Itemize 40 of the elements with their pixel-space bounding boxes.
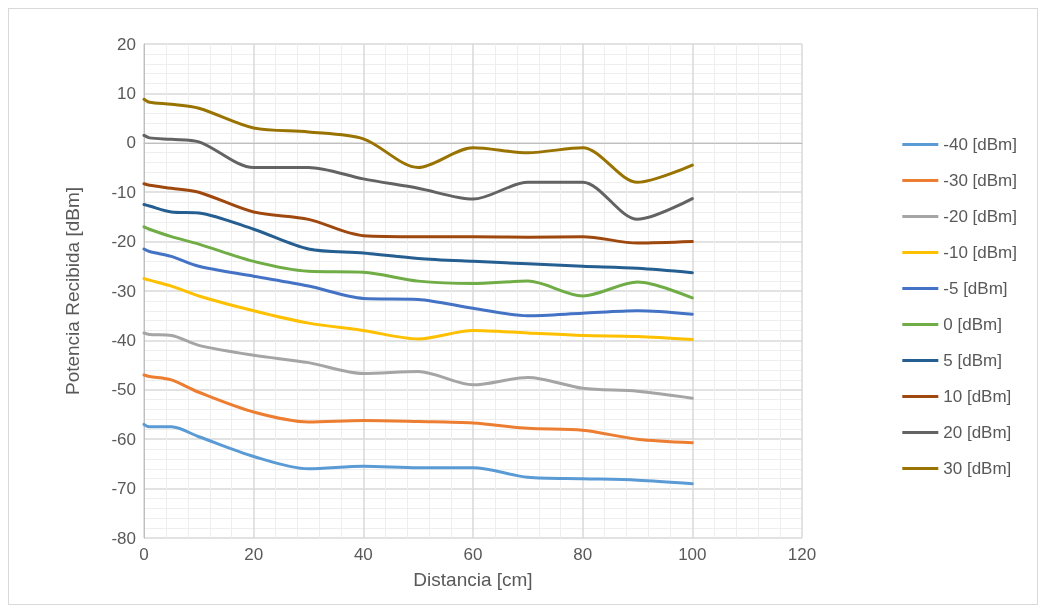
line-series [142, 225, 694, 300]
line-series [142, 182, 694, 245]
x-tick-label: 100 [678, 545, 707, 564]
line-series [142, 331, 694, 400]
y-tick-label: -50 [111, 380, 136, 400]
line-series [142, 277, 694, 341]
y-tick-label: 20 [117, 34, 136, 54]
x-tick-label: 40 [353, 545, 373, 564]
legend-label: 10 [dBm] [943, 387, 1012, 406]
legend-label: -10 [dBm] [943, 243, 1018, 262]
y-tick-label: 10 [117, 83, 136, 103]
y-tick-label: -60 [111, 429, 136, 449]
legend-label: -30 [dBm] [943, 171, 1018, 190]
x-tick-label: 0 [139, 545, 149, 564]
y-tick-label: -70 [111, 479, 136, 499]
legend-label: -5 [dBm] [943, 279, 1008, 298]
y-tick-label: -80 [111, 528, 136, 548]
line-series [142, 133, 694, 221]
legend-label: 5 [dBm] [943, 351, 1002, 370]
x-tick-label: 20 [244, 545, 264, 564]
legend-label: -20 [dBm] [943, 207, 1018, 226]
y-tick-label: -30 [111, 281, 136, 301]
line-series [142, 373, 694, 445]
line-series [142, 97, 694, 184]
y-axis-title: Potencia Recibida [dBm] [62, 186, 83, 396]
x-tick-label: 60 [463, 545, 483, 564]
legend-label: 0 [dBm] [943, 315, 1002, 334]
legend-label: -40 [dBm] [943, 135, 1018, 154]
legend-label: 30 [dBm] [943, 459, 1012, 478]
line-series [142, 422, 694, 486]
x-axis-title: Distancia [cm] [413, 569, 533, 591]
legend-label: 20 [dBm] [943, 423, 1012, 442]
y-tick-label: -10 [111, 182, 136, 202]
y-tick-label: -20 [111, 232, 136, 252]
x-tick-label: 120 [787, 545, 817, 564]
line-series [142, 203, 694, 275]
y-tick-label: 0 [126, 133, 136, 153]
y-tick-label: -40 [111, 330, 136, 350]
line-series [142, 247, 694, 318]
x-tick-label: 80 [573, 545, 593, 564]
